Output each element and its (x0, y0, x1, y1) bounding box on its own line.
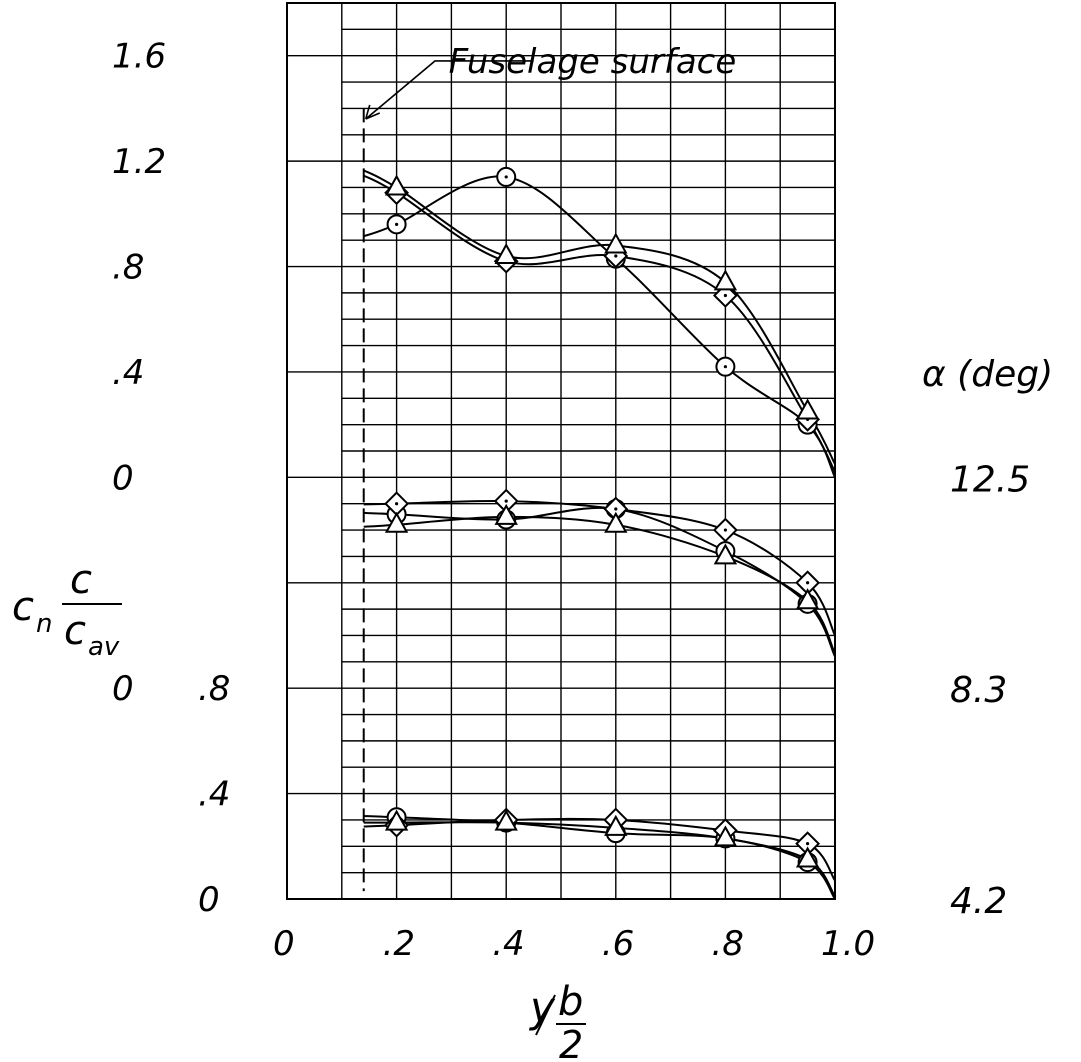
y-tick-label: 0 (112, 669, 134, 709)
data-point-dot (723, 528, 728, 532)
x-tick-label: .8 (711, 924, 743, 964)
x-tick-label: 0 (273, 924, 295, 964)
series-curve-circle (363, 814, 836, 900)
series-curve-diamond (363, 817, 836, 882)
x-tick-label: .2 (383, 924, 415, 964)
data-point-triangle (795, 398, 820, 420)
data-point-dot (504, 175, 508, 179)
y-tick-label: 1.2 (112, 142, 166, 182)
y-tick-label: .8 (198, 669, 230, 709)
x-tick-label: .6 (602, 924, 634, 964)
data-point-dot (723, 293, 728, 298)
x-tick-label: 1.0 (821, 924, 875, 964)
data-point-triangle (795, 588, 820, 610)
series-curve-triangle (363, 821, 836, 897)
series-curve-triangle (363, 515, 836, 655)
x-label-den-den: 2 (559, 1023, 583, 1062)
y-tick-label: .4 (198, 775, 230, 815)
y-label-frac-den-sub: av (88, 632, 120, 662)
data-point-dot (395, 222, 399, 226)
data-point-triangle (713, 825, 738, 847)
y-tick-label: 0 (198, 880, 220, 920)
plot-frame (286, 2, 836, 900)
x-axis-label: y b 2 (528, 979, 586, 1062)
data-point-triangle (384, 809, 409, 831)
y-label-frac-num: c (70, 557, 92, 603)
fuselage-annotation: Fuselage surface (449, 42, 737, 82)
data-point-dot (723, 365, 728, 369)
grid (286, 2, 836, 900)
y-axis-label: c n c c av (12, 557, 122, 662)
data-point-dot (614, 254, 618, 258)
series-curves (363, 169, 836, 900)
data-point-triangle (494, 242, 518, 264)
y-label-main: c (12, 584, 34, 630)
y-label-sub: n (36, 609, 52, 639)
data-point-dot (614, 507, 618, 511)
data-point-triangle (604, 232, 628, 254)
y-tick-label: 0 (112, 458, 134, 498)
data-point-triangle (713, 269, 738, 291)
data-point-triangle (713, 543, 738, 565)
data-point-dot (806, 581, 810, 585)
data-markers (384, 166, 821, 873)
y-tick-label: .4 (112, 353, 144, 393)
fuselage-leader-arrow (364, 60, 534, 120)
y-label-frac-den-main: c (64, 608, 86, 654)
fuselage-annotation-group: Fuselage surface (362, 42, 737, 892)
data-point-triangle (494, 503, 518, 525)
y-tick-label: .8 (112, 248, 144, 288)
series-curve-diamond (363, 174, 836, 473)
alpha-header: α (deg) (922, 354, 1053, 395)
alpha-label: 8.3 (950, 670, 1007, 711)
data-point-triangle (494, 809, 518, 831)
data-point-triangle (384, 174, 409, 196)
data-point-triangle (604, 814, 628, 836)
y-tick-label: 1.6 (112, 37, 166, 77)
tick-labels: 0 .2 .4 .6 .8 1.0 0 .4 .8 0 0 .4 .8 1.2 1.6 (112, 37, 875, 964)
data-point-dot (395, 502, 399, 506)
data-point-triangle (384, 511, 409, 533)
series-curve-circle (363, 175, 836, 478)
x-label-den-num: b (558, 979, 583, 1025)
alpha-label: 4.2 (950, 881, 1007, 922)
data-point-dot (806, 842, 810, 846)
data-point-dot (504, 499, 508, 503)
alpha-labels: α (deg) 12.5 8.3 4.2 (922, 354, 1053, 922)
data-point-triangle (604, 511, 628, 533)
x-label-slash (535, 994, 556, 1036)
alpha-label: 12.5 (950, 459, 1030, 500)
x-tick-label: .4 (492, 924, 524, 964)
data-point-triangle (795, 846, 820, 868)
